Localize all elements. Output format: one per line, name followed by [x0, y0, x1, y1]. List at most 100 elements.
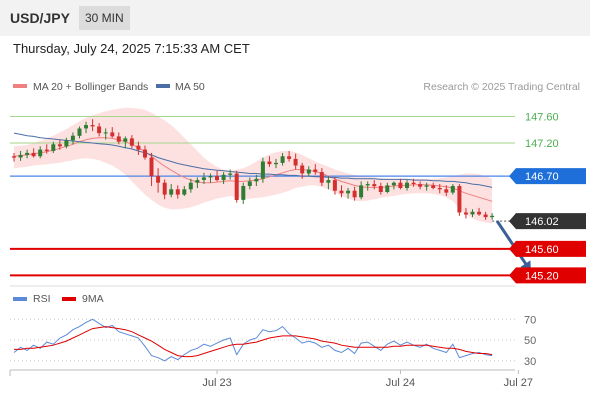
candle: [57, 139, 62, 150]
candle-body: [463, 212, 468, 215]
candle: [378, 182, 383, 195]
x-label: Jul 24: [386, 377, 415, 389]
candle-body: [188, 182, 193, 190]
datetime-label: Thursday, July 24, 2025 7:15:33 AM CET: [13, 41, 250, 56]
level-label-146.02: 146.02: [525, 216, 559, 228]
candle-body: [208, 176, 213, 178]
level-label-146.70: 146.70: [525, 171, 559, 183]
candle: [411, 178, 416, 187]
candle: [129, 135, 134, 149]
candle-body: [90, 125, 95, 127]
candle-body: [129, 138, 134, 146]
candle: [254, 174, 259, 187]
ma50-legend-label: MA 50: [175, 81, 205, 93]
candle-body: [274, 162, 278, 165]
candle: [156, 168, 161, 193]
level-label-147.60: 147.60: [525, 112, 559, 124]
candle: [247, 177, 252, 190]
candle: [90, 119, 95, 132]
candle-body: [444, 189, 449, 193]
candle: [280, 152, 285, 166]
candle-body: [457, 186, 462, 213]
candle: [352, 186, 357, 201]
candle-body: [450, 186, 455, 193]
candle: [339, 185, 344, 198]
candle: [398, 178, 403, 190]
candle-body: [247, 181, 252, 186]
candle: [418, 181, 423, 190]
candle-body: [70, 135, 75, 141]
bollinger-bands: [14, 107, 493, 224]
candle-body: [431, 185, 436, 188]
candle: [346, 188, 351, 199]
candle-body: [378, 186, 383, 192]
rsi-line: [13, 318, 493, 362]
candle-body: [300, 165, 305, 174]
candle: [38, 146, 43, 159]
candle: [169, 184, 174, 198]
candle: [431, 182, 436, 190]
timeframe-button[interactable]: 30 MIN: [79, 6, 130, 30]
candle-body: [84, 125, 88, 129]
candle-body: [326, 180, 331, 183]
candle: [319, 168, 324, 187]
candle: [405, 180, 409, 191]
candle-body: [149, 157, 154, 177]
candle-body: [51, 144, 56, 151]
candle: [267, 156, 272, 167]
ma50-legend-swatch: [156, 84, 170, 88]
ma20-legend-swatch: [13, 84, 27, 88]
candle: [162, 179, 167, 200]
candle-body: [365, 184, 370, 186]
rsi-legend-swatch: [13, 297, 27, 301]
candle-body: [339, 190, 344, 194]
candle: [365, 181, 370, 191]
candle: [391, 181, 396, 190]
candle-body: [228, 173, 233, 175]
rsi-legend: RSI 9MA: [13, 293, 104, 305]
rsi-ma-line: [14, 326, 493, 358]
forecast-arrow-shaft: [495, 220, 530, 268]
candle: [44, 144, 49, 154]
candle: [450, 184, 455, 195]
candle: [110, 127, 115, 138]
candle: [188, 178, 193, 193]
candle: [234, 170, 239, 203]
candle-body: [293, 158, 298, 166]
rsi-tick-30: 30: [524, 356, 536, 368]
candle-body: [332, 180, 337, 191]
candle-body: [123, 138, 128, 142]
candle: [470, 209, 475, 218]
candle-body: [97, 126, 102, 134]
symbol-label: USD/JPY: [10, 10, 70, 26]
candle-body: [215, 176, 219, 181]
candle: [175, 185, 180, 199]
candle: [437, 184, 442, 194]
rsi-panel: 70 50 30: [10, 314, 536, 368]
candle: [208, 173, 213, 183]
candle-body: [424, 185, 429, 187]
candle: [490, 213, 495, 220]
rsi-tick-70: 70: [524, 314, 536, 326]
candle: [64, 137, 69, 149]
moving-averages: [13, 132, 493, 202]
candle-body: [267, 161, 272, 165]
candle-body: [477, 211, 482, 215]
candle-body: [169, 189, 174, 195]
candle-body: [418, 184, 423, 187]
candle-body: [287, 156, 292, 159]
candle-body: [44, 149, 49, 151]
candle-body: [64, 140, 69, 147]
candle-body: [175, 189, 180, 195]
candle-body: [319, 172, 324, 183]
candle-body: [162, 182, 167, 195]
candle-body: [12, 156, 16, 158]
candle-body: [116, 136, 121, 142]
candle-body: [156, 176, 161, 183]
candle: [77, 126, 82, 139]
price-labels: 147.60 147.20 146.70 146.02 145.60 145.20: [509, 112, 586, 284]
candle: [123, 136, 128, 149]
candle-body: [201, 177, 206, 180]
candle-body: [38, 149, 43, 157]
